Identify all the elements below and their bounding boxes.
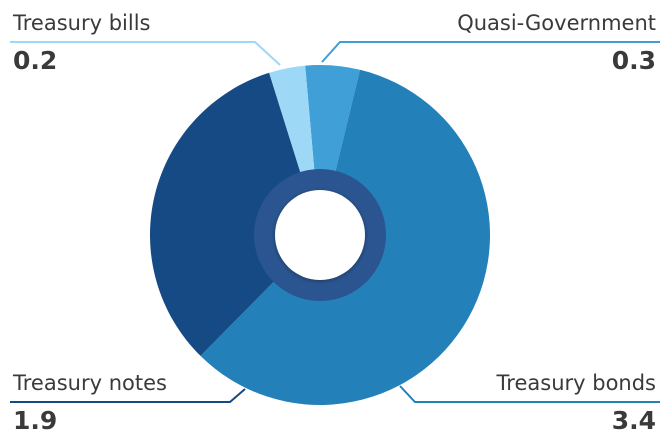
value-label: 3.4	[612, 406, 656, 435]
value-label: 1.9	[13, 406, 57, 435]
leader-line	[399, 385, 660, 403]
leader-line	[10, 41, 281, 66]
category-label: Treasury notes	[12, 371, 167, 395]
leader-line	[10, 388, 246, 403]
center-hole	[275, 190, 365, 280]
labels: Quasi-Government 0.3 Treasury bonds 3.4 Trea…	[10, 11, 660, 435]
category-label: Treasury bills	[12, 11, 150, 35]
value-label: 0.2	[13, 46, 57, 75]
leader-line	[321, 41, 660, 63]
value-label: 0.3	[612, 46, 656, 75]
category-label: Quasi-Government	[457, 11, 656, 35]
category-label: Treasury bonds	[496, 371, 656, 395]
slice	[150, 72, 320, 356]
